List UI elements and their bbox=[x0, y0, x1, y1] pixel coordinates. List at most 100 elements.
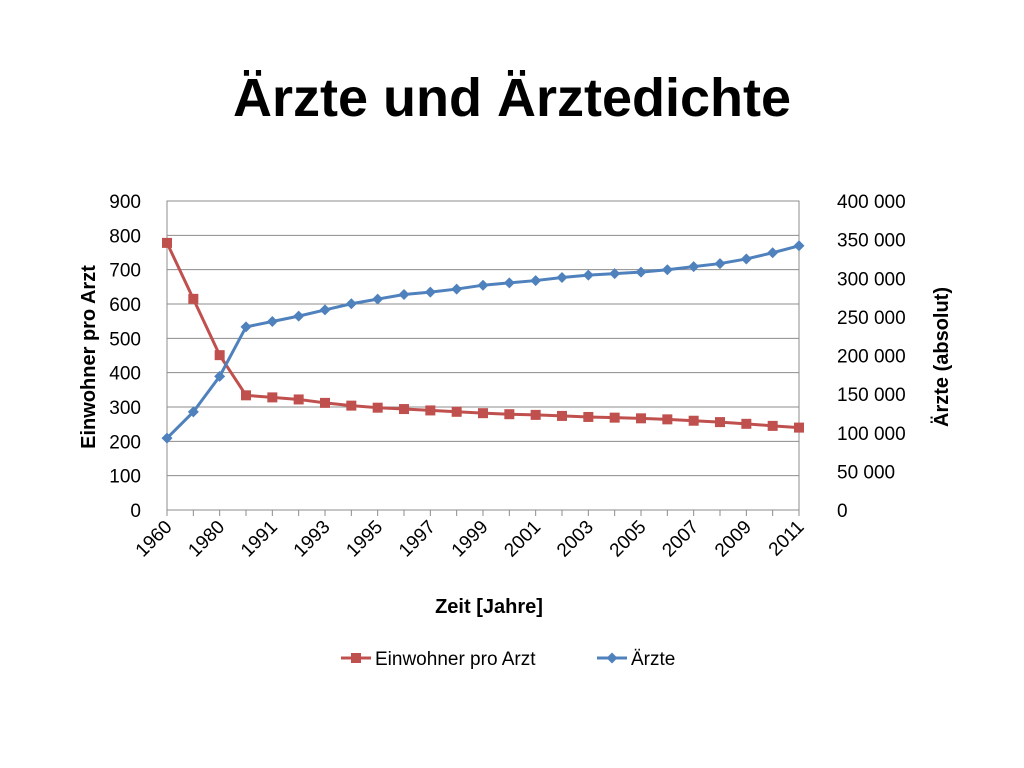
data-point-einwohner-pro-arzt bbox=[583, 411, 594, 422]
legend: Einwohner pro Arzt Ärzte bbox=[341, 649, 675, 670]
y-right-tick-label: 100 000 bbox=[837, 424, 906, 445]
y-right-tick-label: 350 000 bbox=[837, 231, 906, 252]
data-point-einwohner-pro-arzt bbox=[767, 420, 778, 431]
data-point-einwohner-pro-arzt bbox=[372, 402, 383, 413]
data-point-aerzte bbox=[688, 261, 700, 273]
x-tick-label: 1980 bbox=[184, 517, 229, 562]
data-point-aerzte bbox=[451, 283, 463, 295]
y-right-tick-label: 50 000 bbox=[837, 462, 895, 483]
data-point-aerzte bbox=[661, 264, 673, 276]
data-point-aerzte bbox=[740, 253, 752, 265]
data-point-aerzte bbox=[609, 268, 621, 280]
slide-title: Ärzte und Ärztedichte bbox=[232, 68, 792, 128]
data-point-einwohner-pro-arzt bbox=[688, 415, 699, 426]
data-point-einwohner-pro-arzt bbox=[715, 417, 725, 428]
y-right-tick-label: 400 000 bbox=[837, 192, 906, 213]
data-point-aerzte bbox=[556, 271, 568, 283]
data-point-einwohner-pro-arzt bbox=[320, 397, 330, 408]
y-left-tick-label: 500 bbox=[109, 329, 141, 350]
plot-border bbox=[166, 200, 800, 511]
data-point-einwohner-pro-arzt bbox=[636, 413, 646, 424]
y-left-axis-title: Einwohner pro Arzt bbox=[78, 265, 100, 449]
x-tick-label: 2007 bbox=[658, 517, 703, 562]
y-left-tick-label: 100 bbox=[109, 467, 141, 488]
data-point-einwohner-pro-arzt bbox=[662, 414, 673, 425]
y-left-tick-label: 200 bbox=[109, 432, 141, 453]
data-point-einwohner-pro-arzt bbox=[188, 293, 199, 304]
data-point-aerzte bbox=[582, 269, 594, 281]
data-point-aerzte bbox=[372, 293, 384, 305]
series-line-einwohner-pro-arzt bbox=[165, 242, 800, 430]
y-left-tick-label: 900 bbox=[109, 192, 141, 213]
gridlines bbox=[167, 200, 799, 511]
x-tick-label: 1999 bbox=[448, 517, 493, 562]
data-point-aerzte bbox=[635, 266, 647, 278]
data-point-einwohner-pro-arzt bbox=[504, 409, 515, 420]
data-point-einwohner-pro-arzt bbox=[609, 412, 620, 423]
data-point-einwohner-pro-arzt bbox=[399, 404, 409, 415]
x-tick-label: 1991 bbox=[237, 517, 282, 562]
y-right-tick-label: 0 bbox=[837, 501, 848, 522]
data-point-aerzte bbox=[714, 258, 726, 270]
left-axis-ticks: 0 100 200 300 400 500 600 700 800 900 bbox=[109, 192, 141, 522]
x-tick-label: 2009 bbox=[711, 517, 756, 562]
y-left-tick-label: 600 bbox=[109, 295, 141, 316]
data-point-einwohner-pro-arzt bbox=[451, 406, 462, 417]
data-point-einwohner-pro-arzt bbox=[794, 422, 804, 433]
data-point-einwohner-pro-arzt bbox=[241, 390, 251, 401]
x-tick-label: 1995 bbox=[342, 517, 387, 562]
y-right-tick-label: 200 000 bbox=[837, 347, 906, 368]
data-point-aerzte bbox=[240, 321, 252, 333]
data-point-aerzte bbox=[319, 304, 331, 316]
y-right-axis-title: Ärzte (absolut) bbox=[930, 287, 953, 427]
data-point-aerzte bbox=[187, 406, 199, 418]
data-point-einwohner-pro-arzt bbox=[557, 410, 567, 421]
x-tick-label: 2011 bbox=[765, 517, 809, 561]
legend-label: Einwohner pro Arzt bbox=[375, 649, 536, 670]
x-tick-label: 1993 bbox=[290, 517, 335, 562]
y-right-tick-label: 150 000 bbox=[837, 385, 906, 406]
data-point-einwohner-pro-arzt bbox=[267, 392, 278, 403]
data-point-aerzte bbox=[793, 240, 805, 252]
data-point-einwohner-pro-arzt bbox=[530, 409, 541, 420]
y-left-tick-label: 300 bbox=[109, 398, 141, 419]
y-left-tick-label: 0 bbox=[130, 501, 141, 522]
data-point-einwohner-pro-arzt bbox=[478, 408, 488, 419]
legend-label: Ärzte bbox=[631, 649, 675, 670]
data-point-einwohner-pro-arzt bbox=[162, 237, 172, 248]
data-point-aerzte bbox=[214, 370, 226, 382]
data-point-aerzte bbox=[424, 286, 436, 298]
data-point-einwohner-pro-arzt bbox=[346, 400, 357, 411]
y-left-tick-label: 800 bbox=[109, 226, 141, 247]
x-tick-label: 1960 bbox=[132, 517, 177, 562]
data-point-aerzte bbox=[398, 288, 410, 300]
x-axis-ticks: 1960 1980 1991 1993 1995 1997 1999 2001 2003 2005… bbox=[132, 510, 809, 561]
x-axis-title: Zeit [Jahre] bbox=[435, 596, 543, 618]
data-point-einwohner-pro-arzt bbox=[293, 394, 304, 405]
series-layer bbox=[161, 237, 805, 444]
data-point-aerzte bbox=[293, 310, 305, 322]
x-tick-label: 2003 bbox=[553, 517, 598, 562]
plot-area-frame bbox=[166, 200, 800, 511]
y-right-tick-label: 250 000 bbox=[837, 308, 906, 329]
data-point-einwohner-pro-arzt bbox=[214, 350, 225, 361]
data-point-aerzte bbox=[767, 247, 779, 259]
x-tick-label: 2001 bbox=[500, 517, 545, 562]
right-axis-ticks: 0 50 000 100 000 150 000 200 000 250 000 300 0… bbox=[837, 192, 906, 522]
y-left-tick-label: 700 bbox=[109, 261, 141, 282]
data-point-aerzte bbox=[477, 279, 489, 291]
data-point-aerzte bbox=[345, 298, 357, 310]
y-right-tick-label: 300 000 bbox=[837, 269, 906, 290]
x-tick-label: 1997 bbox=[395, 517, 440, 562]
data-point-aerzte bbox=[266, 316, 278, 328]
data-point-aerzte bbox=[530, 275, 542, 287]
data-point-einwohner-pro-arzt bbox=[425, 405, 436, 416]
data-point-einwohner-pro-arzt bbox=[741, 418, 752, 429]
legend-marker bbox=[351, 653, 361, 663]
data-point-aerzte bbox=[503, 277, 515, 289]
x-tick-label: 2005 bbox=[606, 517, 651, 562]
legend-marker bbox=[606, 652, 618, 664]
y-left-tick-label: 400 bbox=[109, 364, 141, 385]
data-point-aerzte bbox=[161, 432, 173, 444]
